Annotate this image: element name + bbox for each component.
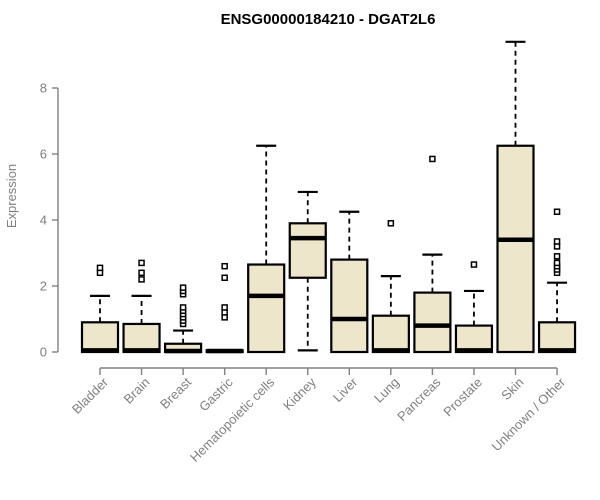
outlier-point: [553, 253, 561, 260]
x-tick-label: Gastric: [196, 374, 236, 414]
box-liver: [330, 210, 369, 354]
outlier-point: [221, 274, 228, 281]
x-tick-label: Liver: [330, 374, 361, 405]
outlier-point: [553, 259, 561, 267]
y-tick-label: 4: [40, 213, 47, 228]
outlier-point: [553, 238, 561, 245]
box-unknown-other: [537, 208, 577, 354]
outlier-point: [138, 269, 145, 277]
outlier-point: [221, 262, 228, 270]
x-tick-label: Brain: [121, 375, 153, 407]
box-bladder: [80, 264, 120, 354]
box-pancreas: [413, 155, 452, 354]
outlier-point: [470, 261, 478, 268]
x-tick-label: Unknown / Other: [489, 374, 569, 454]
outlier-point: [221, 304, 228, 311]
box-brain: [122, 259, 161, 354]
y-axis: 0 2 4 6 8: [40, 81, 59, 360]
x-tick-label: Skin: [498, 375, 526, 403]
outlier-point: [553, 208, 561, 215]
x-tick-label: Prostate: [440, 375, 485, 420]
box-skin: [496, 40, 535, 354]
outlier-point: [179, 284, 187, 291]
y-tick-label: 6: [40, 147, 47, 162]
box-breast: [164, 284, 203, 354]
outlier-point: [387, 220, 395, 227]
outlier-point: [429, 155, 436, 163]
outlier-point: [179, 304, 187, 311]
box-prostate: [454, 261, 494, 354]
y-tick-label: 8: [40, 81, 47, 96]
box-lung: [371, 220, 410, 354]
x-tick-label: Pancreas: [394, 374, 444, 424]
outlier-point: [96, 264, 104, 272]
box-kidney: [288, 190, 327, 352]
x-tick-label: Lung: [371, 375, 402, 406]
outlier-point: [138, 276, 145, 283]
x-tick-label: Bladder: [69, 374, 112, 417]
x-tick-label: Breast: [157, 374, 194, 411]
y-axis-title: Expression: [4, 164, 19, 228]
y-tick-label: 2: [40, 279, 47, 294]
x-tick-label: Kidney: [280, 374, 319, 413]
chart-title: ENSG00000184210 - DGAT2L6: [221, 11, 436, 28]
y-tick-label: 0: [40, 345, 47, 360]
box-gastric: [205, 262, 244, 354]
outlier-point: [138, 259, 145, 267]
box-hematopoietic-cells: [247, 144, 286, 354]
